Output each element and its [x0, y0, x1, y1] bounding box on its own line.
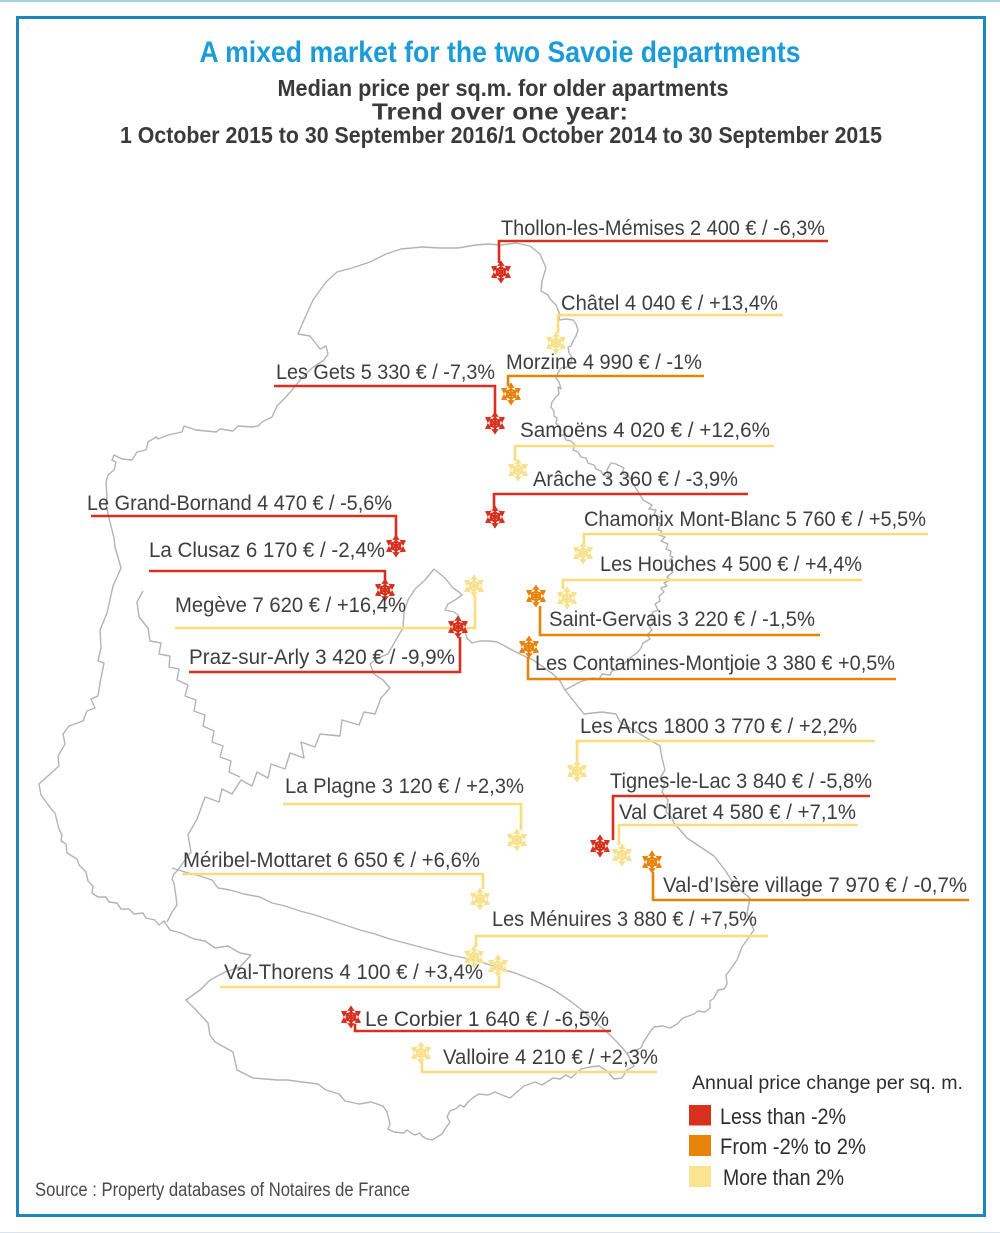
svg-text:Tignes-le-Lac 3 840 € / -5,8%: Tignes-le-Lac 3 840 € / -5,8% [610, 770, 872, 793]
svg-text:Les Gets 5 330 € / -7,3%: Les Gets 5 330 € / -7,3% [276, 361, 495, 384]
svg-text:Châtel 4 040 € / +13,4%: Châtel 4 040 € / +13,4% [561, 292, 778, 315]
svg-text:Saint-Gervais 3 220 € / -1,5%: Saint-Gervais 3 220 € / -1,5% [549, 608, 815, 631]
svg-text:More than 2%: More than 2% [723, 1165, 844, 1190]
svg-text:Praz-sur-Arly 3 420 € / -9,9%: Praz-sur-Arly 3 420 € / -9,9% [189, 646, 455, 669]
svg-text:Chamonix Mont-Blanc 5 760 € /: Chamonix Mont-Blanc 5 760 € / +5,5% [584, 508, 926, 531]
svg-text:Méribel-Mottaret 6 650 € / +6,: Méribel-Mottaret 6 650 € / +6,6% [183, 849, 480, 872]
svg-text:Trend over one year:: Trend over one year: [372, 99, 628, 125]
svg-text:Morzine 4 990 € / -1%: Morzine 4 990 € / -1% [506, 351, 702, 374]
svg-text:Le Corbier 1 640 € / -6,5%: Le Corbier 1 640 € / -6,5% [365, 1008, 609, 1031]
svg-text:Les Ménuires 3 880 € / +7,5%: Les Ménuires 3 880 € / +7,5% [492, 908, 757, 931]
svg-text:1 October 2015 to 30 September: 1 October 2015 to 30 September 2016/1 Oc… [120, 122, 882, 148]
svg-text:Le Grand-Bornand 4 470 € / -5,: Le Grand-Bornand 4 470 € / -5,6% [87, 492, 392, 515]
svg-text:Val Claret 4 580 € / +7,1%: Val Claret 4 580 € / +7,1% [619, 801, 856, 824]
svg-text:A mixed market for the two Sav: A mixed market for the two Savoie depart… [200, 36, 801, 69]
svg-text:Median price per sq.m. for old: Median price per sq.m. for older apartme… [278, 75, 729, 101]
svg-text:Val-d’Isère village 7 970 € /: Val-d’Isère village 7 970 € / -0,7% [663, 874, 967, 897]
svg-text:Megève 7 620 € / +16,4%: Megève 7 620 € / +16,4% [175, 594, 406, 617]
svg-text:Thollon-les-Mémises 2 400 € /: Thollon-les-Mémises 2 400 € / -6,3% [501, 217, 825, 240]
svg-text:Valloire 4 210 € / +2,3%: Valloire 4 210 € / +2,3% [443, 1046, 658, 1069]
svg-text:Samoëns 4 020 € / +12,6%: Samoëns 4 020 € / +12,6% [520, 419, 770, 442]
svg-text:La Clusaz 6 170 € / -2,4%: La Clusaz 6 170 € / -2,4% [149, 539, 385, 562]
svg-text:Less than -2%: Less than -2% [720, 1104, 846, 1129]
svg-text:Les Contamines-Montjoie 3 380: Les Contamines-Montjoie 3 380 € +0,5% [535, 652, 895, 675]
svg-text:Source : Property databases of: Source : Property databases of Notaires … [35, 1180, 410, 1201]
svg-text:Les Arcs 1800 3 770 € / +2,2%: Les Arcs 1800 3 770 € / +2,2% [580, 715, 857, 738]
svg-text:Annual price change per sq. m.: Annual price change per sq. m. [692, 1073, 963, 1094]
svg-text:From -2% to 2%: From -2% to 2% [720, 1134, 866, 1159]
svg-text:Arâche 3 360 € / -3,9%: Arâche 3 360 € / -3,9% [533, 468, 738, 491]
svg-text:Val-Thorens 4 100 € / +3,4%: Val-Thorens 4 100 € / +3,4% [224, 961, 483, 984]
svg-text:Les Houches 4 500 € / +4,4%: Les Houches 4 500 € / +4,4% [600, 553, 862, 576]
svg-text:La Plagne 3 120 € / +2,3%: La Plagne 3 120 € / +2,3% [285, 775, 524, 798]
